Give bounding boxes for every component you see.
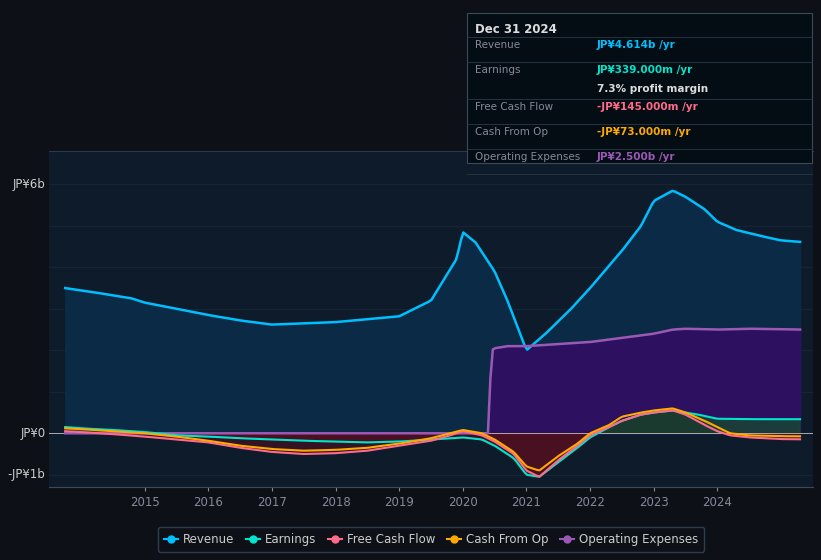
Text: Cash From Op: Cash From Op [475,127,548,137]
Text: -JP¥145.000m /yr: -JP¥145.000m /yr [597,102,698,112]
Text: JP¥6b: JP¥6b [12,178,45,191]
Legend: Revenue, Earnings, Free Cash Flow, Cash From Op, Operating Expenses: Revenue, Earnings, Free Cash Flow, Cash … [158,527,704,552]
Text: JP¥0: JP¥0 [21,427,45,440]
Text: JP¥4.614b /yr: JP¥4.614b /yr [597,40,676,50]
Text: -JP¥1b: -JP¥1b [7,468,45,481]
Text: Revenue: Revenue [475,40,521,50]
Text: JP¥339.000m /yr: JP¥339.000m /yr [597,65,693,75]
Text: Earnings: Earnings [475,65,521,75]
Text: Dec 31 2024: Dec 31 2024 [475,23,557,36]
Text: 7.3% profit margin: 7.3% profit margin [597,83,709,94]
Text: JP¥2.500b /yr: JP¥2.500b /yr [597,152,676,162]
Text: -JP¥73.000m /yr: -JP¥73.000m /yr [597,127,690,137]
Text: Operating Expenses: Operating Expenses [475,152,580,162]
Text: Free Cash Flow: Free Cash Flow [475,102,553,112]
